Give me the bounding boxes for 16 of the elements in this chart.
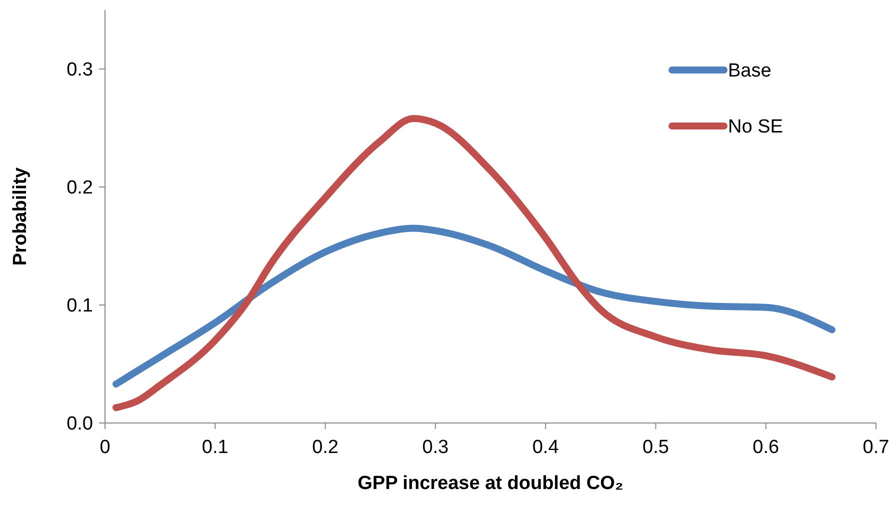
legend-label: Base: [728, 60, 772, 82]
x-tick-label: 0.3: [422, 437, 449, 458]
x-axis-title: GPP increase at doubled CO₂: [358, 473, 624, 494]
x-tick-label: 0.1: [202, 437, 228, 458]
x-tick-label: 0.2: [312, 437, 338, 458]
x-tick-label: 0.5: [642, 437, 669, 458]
y-tick-label: 0.1: [66, 296, 93, 317]
x-tick-label: 0.7: [862, 437, 890, 458]
x-tick-label: 0: [100, 437, 110, 458]
y-tick-label: 0.0: [66, 414, 93, 435]
x-tick-label: 0.4: [532, 437, 560, 458]
legend-label: No SE: [728, 116, 783, 138]
x-tick-label: 0.6: [752, 437, 780, 458]
y-axis-title: Probability: [10, 166, 31, 266]
y-tick-label: 0.2: [66, 178, 93, 199]
y-tick-label: 0.3: [66, 60, 93, 81]
